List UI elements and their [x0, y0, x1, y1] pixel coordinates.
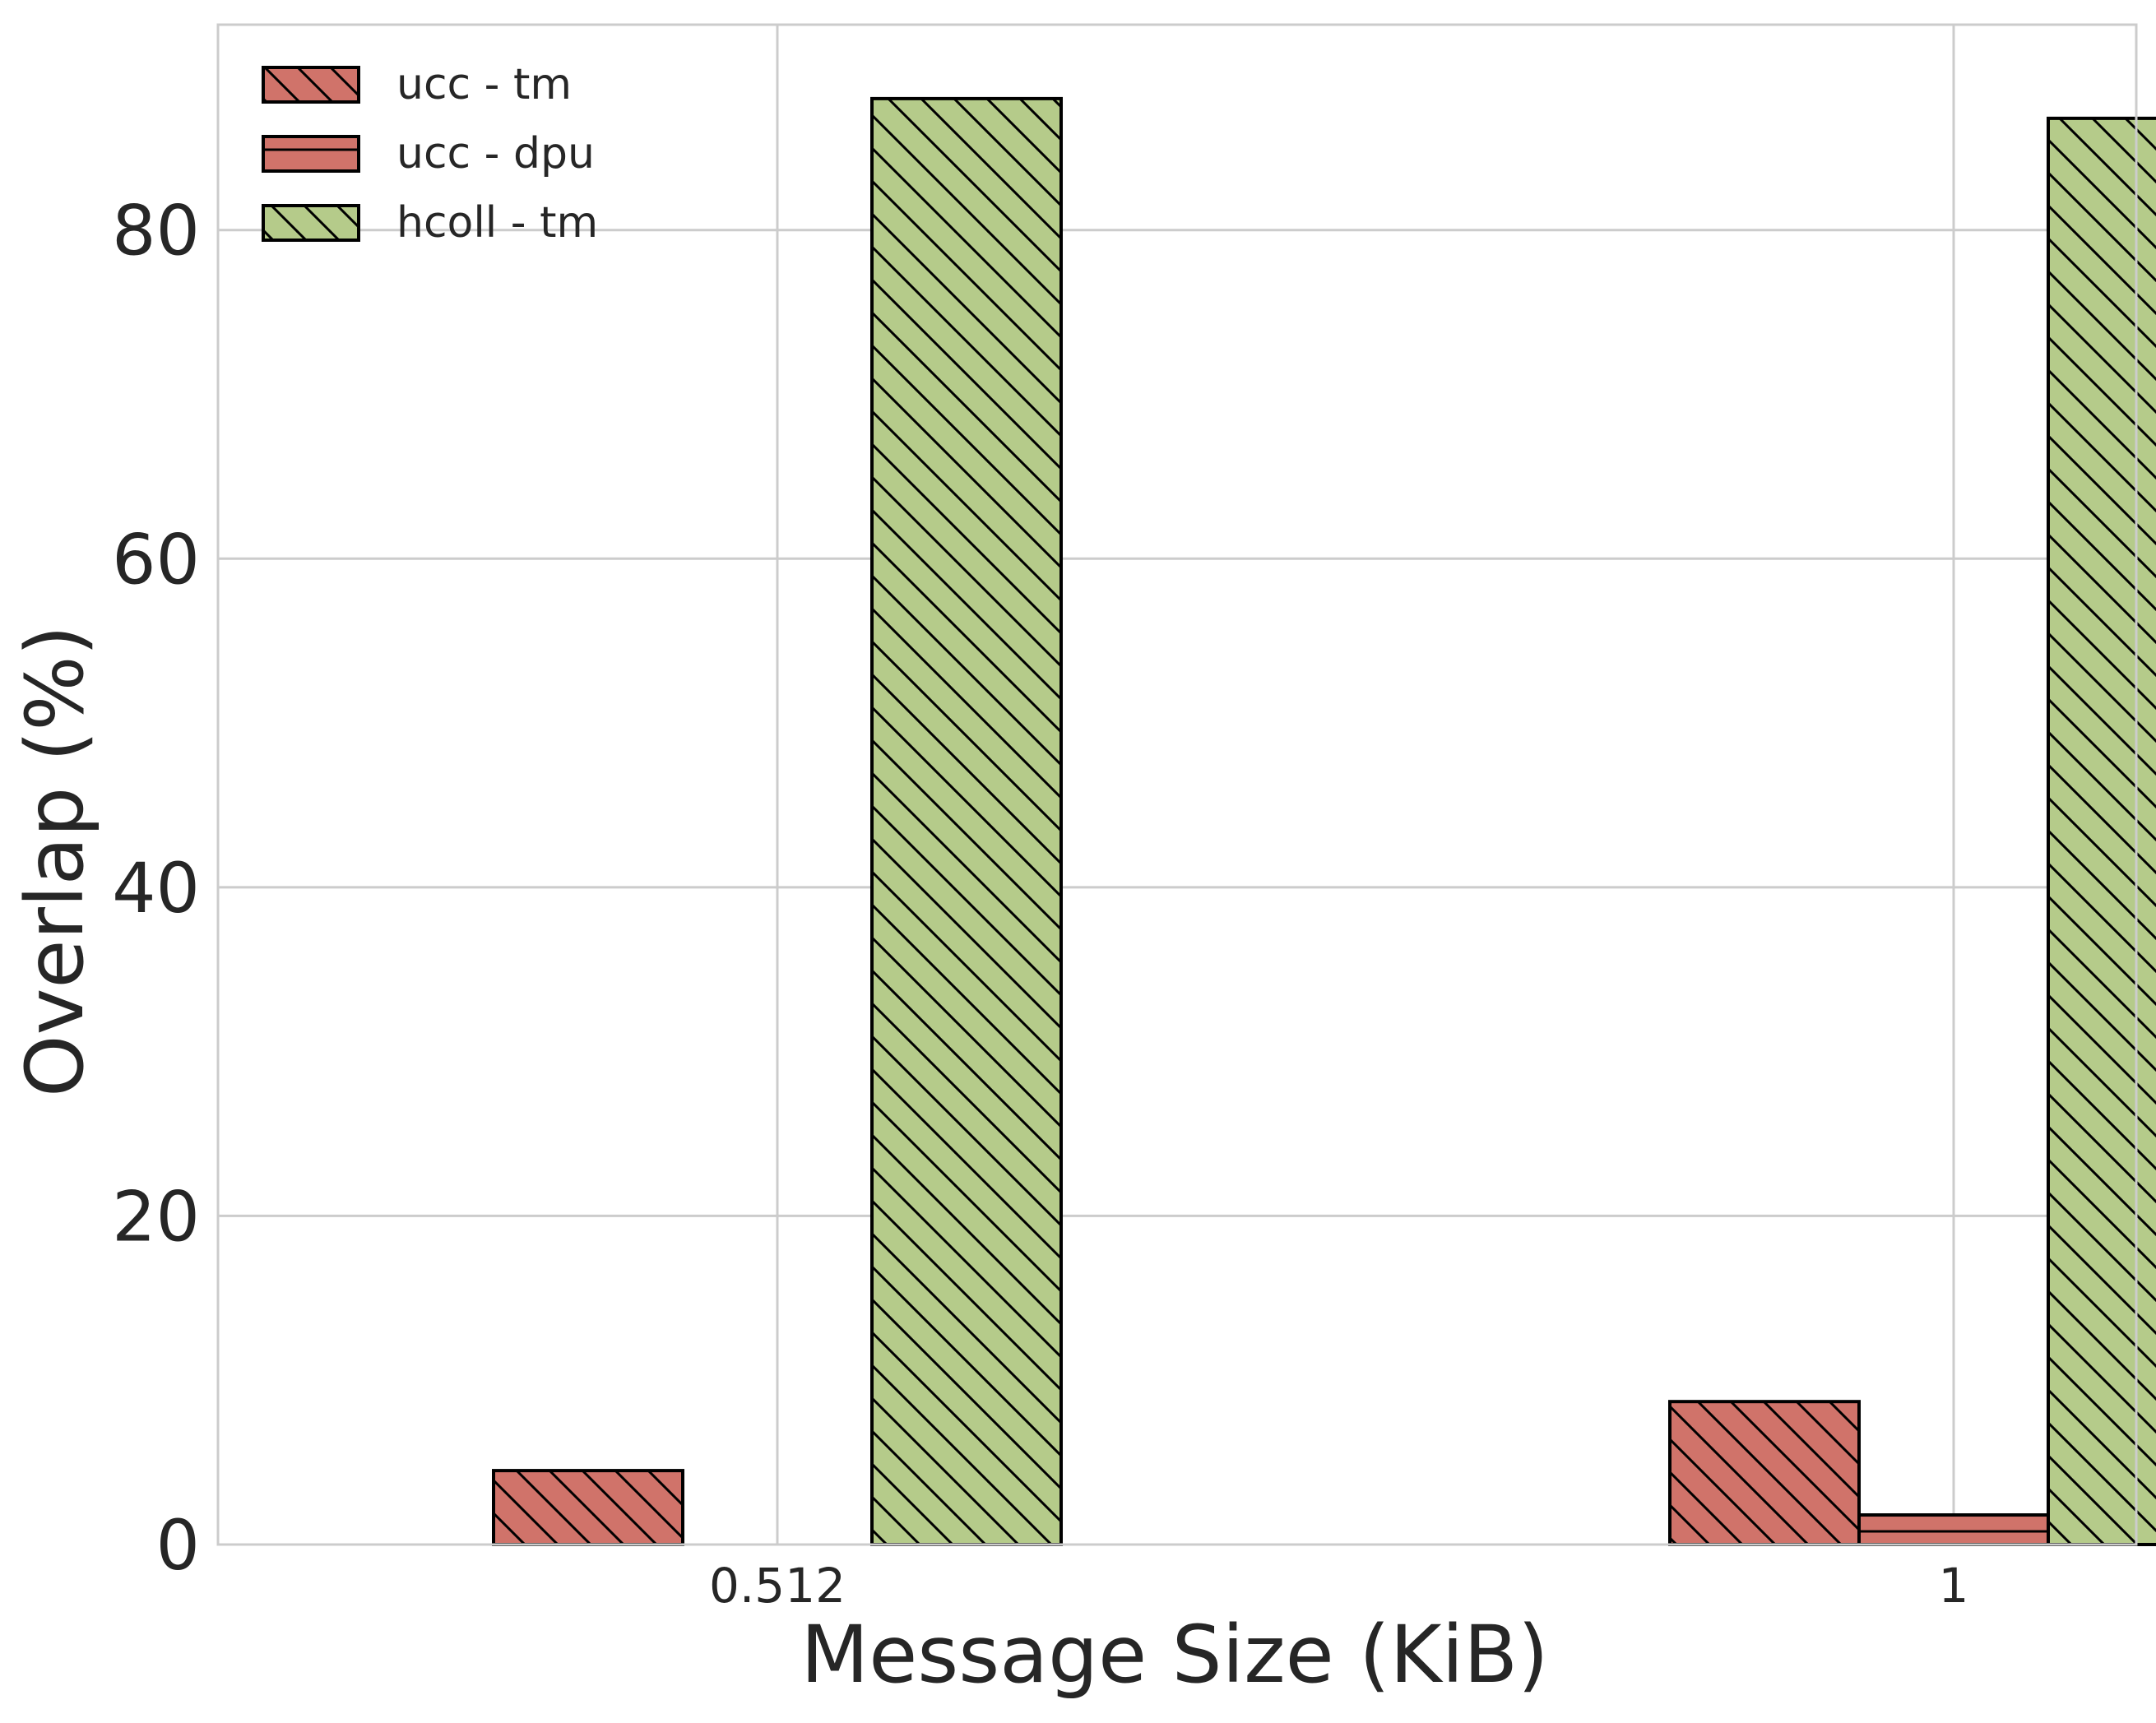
y-tick-label-0: 0: [156, 1505, 200, 1586]
bar-hcoll-tm-1: [2047, 116, 2156, 1547]
plot-frame: [216, 23, 2138, 1546]
y-axis-label: Overlap (%): [9, 625, 101, 1097]
y-tick-label-2: 40: [112, 848, 200, 929]
bar-ucc-dpu-1: [1857, 1513, 2050, 1547]
legend-entry-1: ucc - dpu: [262, 129, 595, 178]
y-tick-label-1: 20: [112, 1176, 200, 1257]
bar-ucc-tm-0.512: [492, 1469, 684, 1546]
legend-swatch-1: [262, 135, 360, 173]
legend-swatch-0: [262, 66, 360, 104]
legend-entry-0: ucc - tm: [262, 60, 572, 109]
bar-hcoll-tm-0.512: [870, 96, 1063, 1546]
legend-entry-2: hcoll - tm: [262, 198, 598, 248]
y-tick-label-4: 80: [112, 191, 200, 271]
x-axis-label: Message Size (KiB): [800, 1609, 1548, 1701]
bars: [492, 96, 2156, 1547]
bar-ucc-tm-1: [1668, 1400, 1861, 1546]
y-tick-label-3: 60: [112, 519, 200, 600]
legend: ucc - tm ucc - dpu hcoll - tm: [262, 60, 598, 248]
x-tick-label-0: 0.512: [709, 1558, 846, 1614]
x-tick-label-1: 1: [1939, 1558, 1969, 1614]
plot-border: [216, 23, 2138, 1546]
y-ticks: 0 20 40 60 80: [112, 191, 200, 1586]
legend-label-2: hcoll - tm: [396, 198, 598, 248]
legend-label-0: ucc - tm: [396, 60, 572, 109]
legend-swatch-2: [262, 204, 360, 242]
x-ticks: 0.512 1: [709, 1558, 1968, 1614]
grid-lines: [218, 25, 2136, 1546]
legend-label-1: ucc - dpu: [396, 129, 595, 178]
